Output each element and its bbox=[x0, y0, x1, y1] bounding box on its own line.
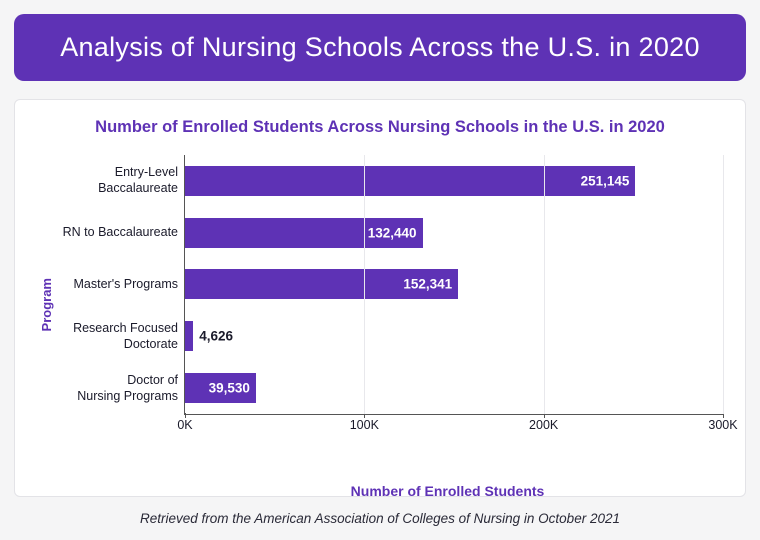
bar-value-label: 4,626 bbox=[199, 329, 233, 344]
bar-value-label: 132,440 bbox=[368, 225, 417, 240]
x-tick-label: 200K bbox=[529, 418, 558, 432]
page-title: Analysis of Nursing Schools Across the U… bbox=[60, 32, 700, 62]
bar-row: 39,530 bbox=[185, 362, 723, 414]
y-tick-label: Entry-LevelBaccalaureate bbox=[56, 155, 184, 207]
bar: 132,440 bbox=[185, 218, 423, 248]
bar-row: 132,440 bbox=[185, 207, 723, 259]
x-tick-label: 300K bbox=[708, 418, 737, 432]
y-tick-label: Master's Programs bbox=[56, 259, 184, 311]
bar-value-label: 39,530 bbox=[209, 381, 250, 396]
source-note: Retrieved from the American Association … bbox=[14, 511, 746, 526]
x-tick-label: 100K bbox=[350, 418, 379, 432]
plot-area: 251,145132,440152,3414,62639,530 0K100K2… bbox=[184, 155, 723, 415]
x-axis-ticks: 0K100K200K300K bbox=[185, 414, 723, 434]
grid-line bbox=[723, 155, 724, 414]
grid-line bbox=[364, 155, 365, 414]
bar: 4,626 bbox=[185, 321, 193, 351]
grid-line bbox=[544, 155, 545, 414]
bar: 251,145 bbox=[185, 166, 635, 196]
bar-row: 4,626 bbox=[185, 310, 723, 362]
bar-value-label: 251,145 bbox=[581, 173, 630, 188]
plot-wrap: Program Entry-LevelBaccalaureateRN to Ba… bbox=[37, 155, 723, 455]
chart-card: Number of Enrolled Students Across Nursi… bbox=[14, 99, 746, 497]
y-tick-label: Doctor ofNursing Programs bbox=[56, 363, 184, 415]
y-axis-ticks: Entry-LevelBaccalaureateRN to Baccalaure… bbox=[56, 155, 184, 415]
bar-row: 152,341 bbox=[185, 259, 723, 311]
bar-row: 251,145 bbox=[185, 155, 723, 207]
y-tick-label: RN to Baccalaureate bbox=[56, 207, 184, 259]
bar: 39,530 bbox=[185, 373, 256, 403]
bar-value-label: 152,341 bbox=[403, 277, 452, 292]
bar: 152,341 bbox=[185, 269, 458, 299]
page-header-banner: Analysis of Nursing Schools Across the U… bbox=[14, 14, 746, 81]
chart-title: Number of Enrolled Students Across Nursi… bbox=[37, 118, 723, 137]
bars-container: 251,145 132,440 152,341 4,626 39,530 bbox=[185, 155, 723, 414]
x-tick-label: 0K bbox=[177, 418, 192, 432]
y-axis-label: Program bbox=[37, 278, 56, 331]
x-axis-label: Number of Enrolled Students bbox=[172, 483, 723, 499]
y-tick-label: Research FocusedDoctorate bbox=[56, 311, 184, 363]
